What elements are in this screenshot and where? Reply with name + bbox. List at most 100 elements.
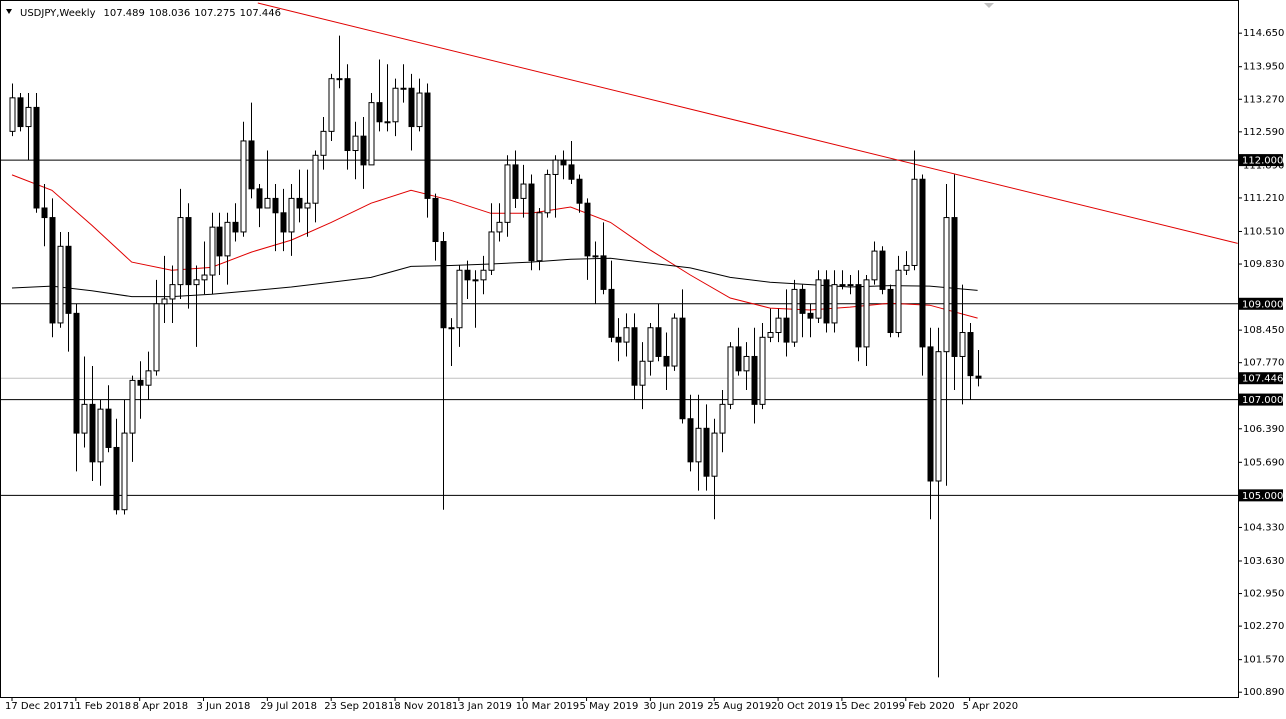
candle-body <box>480 269 487 281</box>
x-tick-label: 30 Jun 2019 <box>643 701 703 712</box>
candle-body <box>663 355 670 367</box>
low-value: 107.275 <box>194 8 235 19</box>
x-tick-label: 18 Nov 2018 <box>388 701 452 712</box>
candle-body <box>440 241 447 329</box>
candle-body <box>216 226 223 257</box>
candle-body <box>935 351 942 482</box>
candle-body <box>504 164 511 223</box>
candle-body <box>121 432 128 511</box>
candle-body <box>839 284 846 287</box>
candle-body <box>807 312 814 319</box>
candle-body <box>25 106 32 128</box>
candle-body <box>97 408 104 463</box>
level-label: 107.000 <box>1242 395 1283 406</box>
candle-body <box>153 303 160 372</box>
candle-body <box>145 370 152 386</box>
level-label-box <box>1239 297 1283 310</box>
candle-body <box>552 159 559 175</box>
candle-body <box>272 197 279 214</box>
candle-body <box>33 106 40 209</box>
candle-body <box>528 183 535 262</box>
candle-body <box>679 317 686 420</box>
candle-body <box>520 183 527 199</box>
x-tick-label: 25 Aug 2019 <box>707 701 771 712</box>
candle-body <box>584 202 591 257</box>
candle-body <box>815 279 822 319</box>
candle-body <box>193 279 200 286</box>
candle-body <box>113 446 120 511</box>
price-label: 107.446 <box>1242 374 1283 385</box>
candle-body <box>209 226 216 276</box>
candle-body <box>392 87 399 123</box>
open-value: 107.489 <box>104 8 145 19</box>
candle-body <box>847 284 854 287</box>
x-tick-label: 11 Feb 2018 <box>69 701 131 712</box>
candle-body <box>631 327 638 386</box>
candle-body <box>384 121 391 124</box>
price-label-box <box>1239 372 1283 385</box>
candle-body <box>719 403 726 434</box>
x-tick-label: 17 Dec 2017 <box>5 701 69 712</box>
candle-body <box>568 164 575 180</box>
candle-body <box>639 360 646 386</box>
level-label-box <box>1239 393 1283 406</box>
candle-body <box>65 245 72 314</box>
high-value: 108.036 <box>149 8 190 19</box>
menu-arrow[interactable] <box>6 9 12 14</box>
y-tick-label: 108.450 <box>1243 325 1284 336</box>
x-tick-label: 29 Jul 2018 <box>260 701 317 712</box>
candle-body <box>895 269 902 334</box>
level-label-box <box>1239 154 1283 167</box>
x-tick-label: 15 Dec 2019 <box>835 701 899 712</box>
candle-body <box>49 217 56 324</box>
candle-body <box>600 255 607 290</box>
candle-body <box>57 245 64 324</box>
y-tick-label: 112.590 <box>1243 127 1284 138</box>
candle-body <box>17 97 24 128</box>
candle-body <box>408 87 415 128</box>
y-tick-label: 113.950 <box>1243 62 1284 73</box>
x-tick-label: 10 Mar 2019 <box>516 701 579 712</box>
candle-body <box>711 432 718 477</box>
y-tick-label: 106.390 <box>1243 424 1284 435</box>
candle-body <box>432 197 439 243</box>
candle-body <box>296 197 303 209</box>
candle-body <box>201 274 208 281</box>
candle-body <box>41 207 48 219</box>
candle-body <box>137 379 144 386</box>
y-tick-label: 111.210 <box>1243 193 1284 204</box>
candle-body <box>336 78 343 81</box>
candle-body <box>823 279 830 324</box>
candle-body <box>783 317 790 343</box>
candle-body <box>416 92 423 128</box>
candle-body <box>576 178 583 204</box>
candle-body <box>791 288 798 343</box>
candle-body <box>512 164 519 199</box>
x-tick-label: 23 Sep 2018 <box>324 701 387 712</box>
x-tick-label: 3 Jun 2018 <box>197 701 251 712</box>
candle-body <box>312 154 319 204</box>
candle-body <box>975 375 982 379</box>
candle-body <box>344 78 351 152</box>
x-tick-label: 8 Apr 2018 <box>133 701 188 712</box>
candle-body <box>81 403 88 434</box>
plot <box>1 2 1238 678</box>
x-tick-label: 20 Oct 2019 <box>771 701 833 712</box>
candle-body <box>743 355 750 372</box>
y-tick-label: 109.830 <box>1243 259 1284 270</box>
candle-body <box>959 332 966 357</box>
shift-marker <box>984 3 994 8</box>
candle-body <box>560 159 567 166</box>
y-tick-label: 100.890 <box>1243 687 1284 698</box>
candle-body <box>592 255 599 258</box>
candle-body <box>536 212 543 262</box>
candle-body <box>248 140 255 190</box>
candle-body <box>751 355 758 405</box>
candle-body <box>169 284 176 300</box>
candle-body <box>647 327 654 362</box>
candle-body <box>767 332 774 338</box>
candle-body <box>671 317 678 367</box>
candle-body <box>855 284 862 348</box>
candle-body <box>887 288 894 334</box>
y-tick-label: 114.650 <box>1243 28 1284 39</box>
